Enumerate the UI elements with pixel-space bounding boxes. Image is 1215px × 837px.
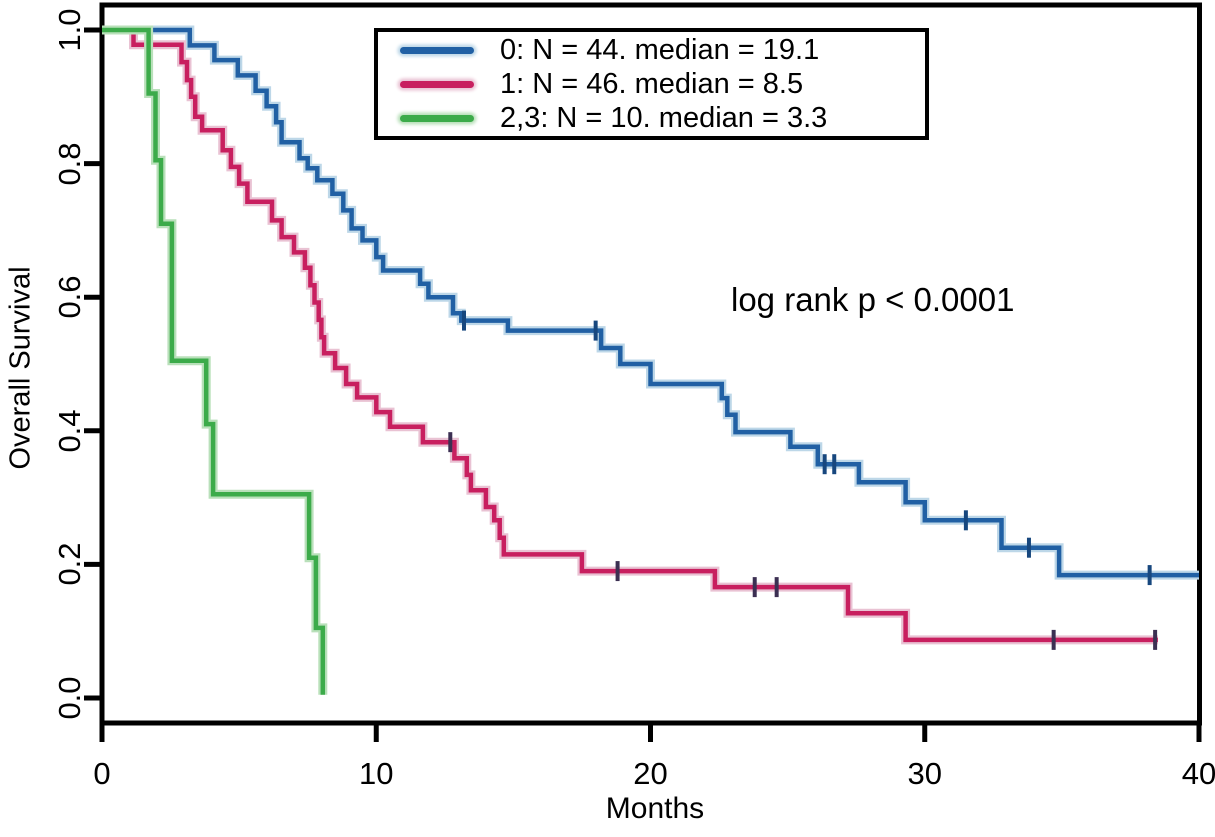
x-tick-label: 0 bbox=[93, 756, 111, 791]
legend-label: 2,3: N = 10. median = 3.3 bbox=[500, 101, 828, 134]
group0-line-swatch-icon bbox=[400, 46, 474, 54]
x-tick-label: 10 bbox=[359, 756, 394, 791]
legend-item-group23: 2,3: N = 10. median = 3.3 bbox=[378, 101, 925, 135]
survival-curve-group-0 bbox=[102, 27, 1199, 578]
legend-label: 0: N = 44. median = 19.1 bbox=[500, 33, 820, 66]
survival-curve-group-2,3 bbox=[102, 27, 326, 695]
legend-item-group1: 1: N = 46. median = 8.5 bbox=[378, 67, 925, 101]
legend-label: 1: N = 46. median = 8.5 bbox=[500, 67, 804, 100]
y-tick-label: 0.0 bbox=[52, 676, 87, 720]
x-axis-label: Months bbox=[605, 792, 705, 825]
x-tick-label: 40 bbox=[1181, 756, 1215, 791]
group1-line-swatch-icon bbox=[400, 80, 474, 88]
survival-curve-group-1 bbox=[102, 27, 1158, 643]
y-tick-label: 0.6 bbox=[52, 275, 87, 319]
legend-box: 0: N = 44. median = 19.1 1: N = 46. medi… bbox=[374, 28, 929, 140]
group23-line-swatch-icon bbox=[400, 114, 474, 122]
x-tick-label: 20 bbox=[633, 756, 668, 791]
x-tick-label: 30 bbox=[907, 756, 942, 791]
y-tick-label: 0.8 bbox=[52, 142, 87, 186]
legend-item-group0: 0: N = 44. median = 19.1 bbox=[378, 33, 925, 67]
y-tick-label: 1.0 bbox=[52, 8, 87, 52]
log-rank-pvalue-annotation: log rank p < 0.0001 bbox=[731, 281, 1015, 318]
y-axis-label: Overall Survival bbox=[4, 266, 37, 470]
y-tick-label: 0.2 bbox=[52, 542, 87, 586]
y-tick-label: 0.4 bbox=[52, 409, 87, 453]
